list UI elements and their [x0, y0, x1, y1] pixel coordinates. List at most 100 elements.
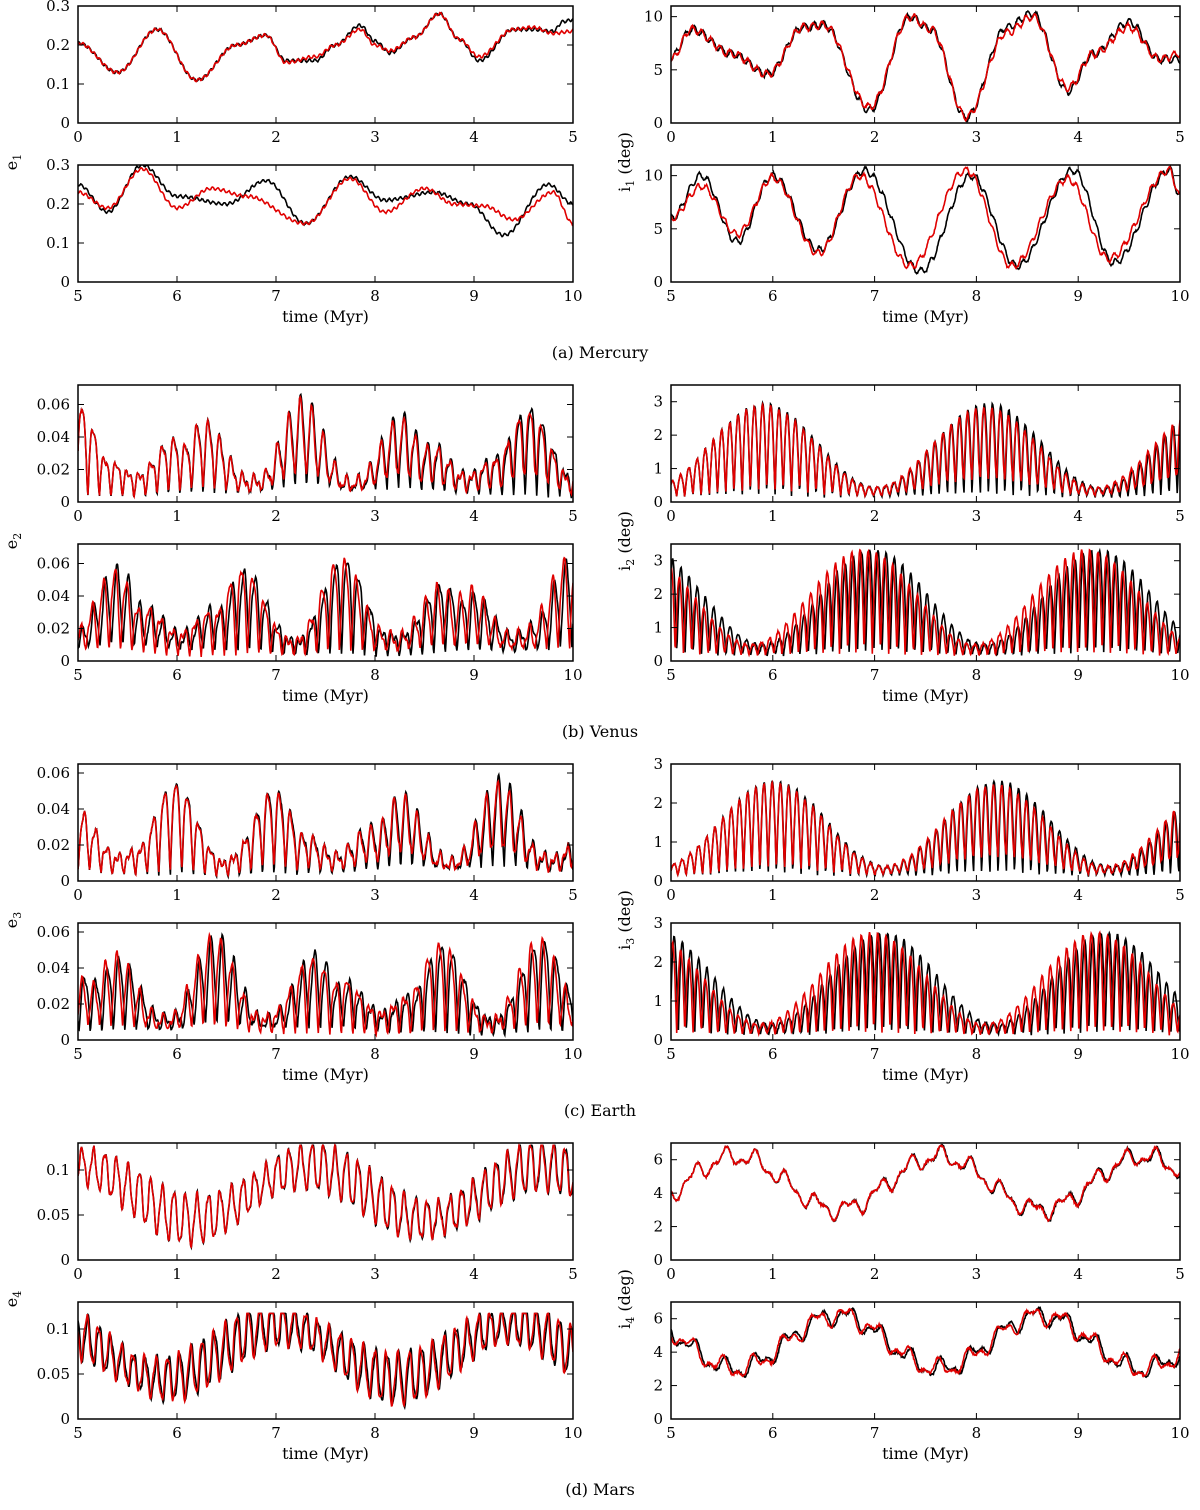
plot-frame	[77, 384, 574, 503]
x-tick-label: 9	[1073, 1045, 1083, 1063]
x-tick-label: 1	[172, 1265, 182, 1283]
x-tick-label: 4	[469, 1265, 479, 1283]
x-tick-label: 0	[73, 507, 83, 525]
x-tick-label: 2	[870, 507, 880, 525]
x-tick-label: 5	[1175, 128, 1185, 146]
x-tick-label: 1	[172, 886, 182, 904]
series-line-red	[671, 1144, 1180, 1223]
x-tick-label: 3	[370, 886, 380, 904]
y-tick-label: 0.1	[46, 1320, 70, 1338]
x-tick-label: 5	[1175, 1265, 1185, 1283]
x-tick-label: 8	[370, 287, 380, 305]
y-tick-label: 0	[653, 652, 663, 670]
x-tick-label: 9	[1073, 287, 1083, 305]
y-tick-label: 3	[653, 552, 663, 570]
x-tick-label: 9	[469, 287, 479, 305]
panel-earth-i-0-5: 0 1 2 3 4 5 0 1 2 3	[653, 755, 1184, 904]
y-tick-label: 0	[653, 872, 663, 890]
y-tick-label: 0	[653, 1410, 663, 1428]
series-line-red	[671, 401, 1180, 499]
x-tick-label: 1	[768, 507, 778, 525]
series-line-red	[671, 779, 1180, 878]
x-tick-label: 10	[1170, 1045, 1189, 1063]
series-line-black	[78, 11, 573, 83]
series-line-red	[78, 931, 573, 1038]
x-tick-label: 5	[666, 1045, 676, 1063]
y-tick-label: 0	[653, 1251, 663, 1269]
x-tick-label: 6	[768, 666, 778, 684]
x-tick-label: 9	[469, 666, 479, 684]
plot-frame	[670, 384, 1181, 503]
series-line-red	[78, 779, 573, 878]
panel-mars-i-5-10: 5 6 7 8 9 10 0 2 4 6 time (Myr)	[653, 1301, 1190, 1463]
y-label-sub: 1	[11, 154, 24, 161]
y-tick-label: 3	[653, 755, 663, 773]
y-tick-label: 0.2	[46, 195, 70, 213]
y-tick-label: 2	[653, 1377, 663, 1395]
y-tick-label: 1	[653, 833, 663, 851]
x-tick-label: 10	[563, 666, 582, 684]
y-label-unit: (deg)	[615, 132, 634, 180]
panel-mars-i-0-5: 0 1 2 3 4 5 0 2 4 6	[653, 1142, 1185, 1283]
plot-frame	[670, 922, 1181, 1041]
x-tick-label: 5	[1175, 507, 1185, 525]
y-tick-label: 0.02	[37, 836, 70, 854]
x-tick-label: 10	[1170, 1424, 1189, 1442]
x-tick-label: 9	[469, 1424, 479, 1442]
y-tick-label: 0	[60, 493, 70, 511]
x-tick-label: 4	[1073, 507, 1083, 525]
x-tick-label: 2	[271, 507, 281, 525]
caption-venus: (b) Venus	[561, 722, 639, 741]
x-tick-label: 2	[271, 128, 281, 146]
x-tick-label: 7	[870, 287, 880, 305]
x-tick-label: 8	[370, 1045, 380, 1063]
y-label-main: i	[615, 1324, 634, 1329]
y-axis-label: i1 (deg)	[615, 132, 637, 192]
x-tick-label: 5	[666, 1424, 676, 1442]
panel-venus-i-5-10: 5 6 7 8 9 10 0 1 2 3 time (Myr)	[653, 543, 1190, 705]
x-tick-label: 7	[870, 1424, 880, 1442]
y-label-main: e	[2, 540, 21, 549]
x-axis-label: time (Myr)	[282, 1065, 369, 1084]
y-label-unit: (deg)	[615, 1269, 634, 1317]
series-line-red	[78, 395, 573, 500]
x-tick-label: 0	[666, 507, 676, 525]
y-tick-label: 0.05	[37, 1206, 70, 1224]
series-line-red	[78, 1143, 573, 1249]
panel-venus-i-0-5: 0 1 2 3 4 5 0 1 2 3	[653, 384, 1185, 525]
plot-frame	[670, 164, 1181, 283]
y-tick-label: 0.02	[37, 995, 70, 1013]
y-tick-label: 1	[653, 619, 663, 637]
x-tick-label: 0	[73, 128, 83, 146]
x-tick-label: 2	[870, 1265, 880, 1283]
x-tick-label: 9	[469, 1045, 479, 1063]
plot-frame	[670, 5, 1181, 124]
x-tick-label: 8	[370, 666, 380, 684]
x-tick-label: 6	[172, 666, 182, 684]
y-tick-label: 0.1	[46, 1161, 70, 1179]
x-tick-label: 5	[1175, 886, 1185, 904]
x-tick-label: 10	[563, 287, 582, 305]
x-tick-label: 4	[1073, 1265, 1083, 1283]
x-tick-label: 9	[1073, 666, 1083, 684]
y-tick-label: 1	[653, 992, 663, 1010]
y-label-sub: 4	[11, 1291, 24, 1298]
x-tick-label: 5	[73, 1424, 83, 1442]
x-tick-label: 8	[370, 1424, 380, 1442]
y-tick-label: 6	[653, 1151, 663, 1169]
y-label-main: i	[615, 187, 634, 192]
x-tick-label: 3	[370, 507, 380, 525]
y-tick-label: 5	[653, 61, 663, 79]
y-tick-label: 0.2	[46, 36, 70, 54]
y-label-sub: 3	[624, 938, 637, 945]
x-tick-label: 3	[972, 128, 982, 146]
x-tick-label: 4	[1073, 128, 1083, 146]
y-tick-label: 0.02	[37, 620, 70, 638]
x-tick-label: 1	[768, 128, 778, 146]
series-line-red	[671, 930, 1180, 1038]
y-tick-label: 10	[644, 167, 663, 185]
y-tick-label: 0	[60, 1251, 70, 1269]
series-line-red	[671, 1307, 1180, 1378]
